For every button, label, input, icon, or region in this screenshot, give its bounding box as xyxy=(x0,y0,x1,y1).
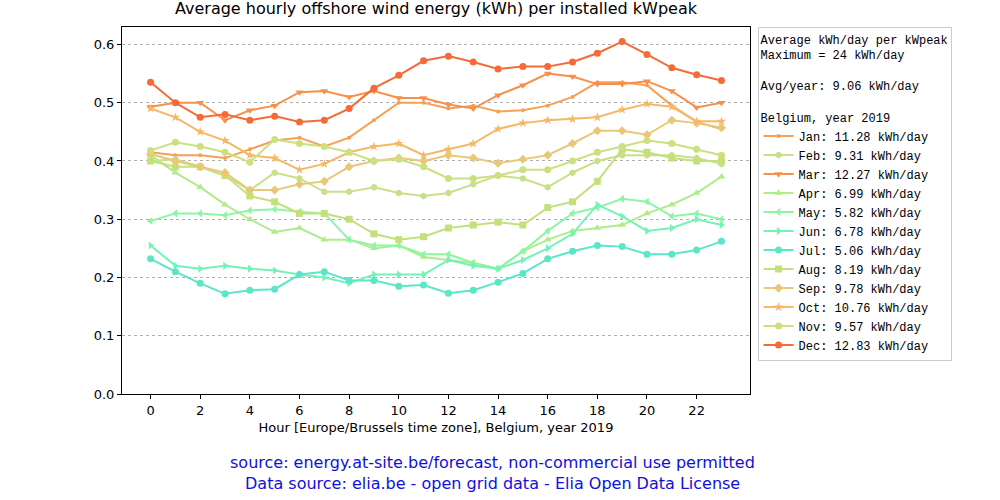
svg-text:22: 22 xyxy=(688,403,705,418)
svg-text:May: 5.82 kWh/day: May: 5.82 kWh/day xyxy=(799,207,921,221)
svg-text:Data source: elia.be - open gr: Data source: elia.be - open grid data - … xyxy=(245,474,740,493)
svg-text:10: 10 xyxy=(390,403,407,418)
svg-text:Feb: 9.31 kWh/day: Feb: 9.31 kWh/day xyxy=(799,150,921,164)
svg-text:0.1: 0.1 xyxy=(94,328,115,343)
svg-text:Nov: 9.57 kWh/day: Nov: 9.57 kWh/day xyxy=(799,321,921,335)
svg-text:Average kWh/day per kWpeakMaxi: Average kWh/day per kWpeakMaximum = 24 k… xyxy=(761,34,948,126)
svg-text:12: 12 xyxy=(440,403,457,418)
svg-text:Average hourly offshore wind e: Average hourly offshore wind energy (kWh… xyxy=(175,0,698,18)
svg-text:0.6: 0.6 xyxy=(94,37,115,52)
svg-text:source: energy.at-site.be/fore: source: energy.at-site.be/forecast, non-… xyxy=(230,453,755,472)
svg-text:Jun: 6.78 kWh/day: Jun: 6.78 kWh/day xyxy=(799,226,921,240)
svg-text:Aug: 8.19 kWh/day: Aug: 8.19 kWh/day xyxy=(799,264,921,278)
svg-text:Jul: 5.06 kWh/day: Jul: 5.06 kWh/day xyxy=(799,245,921,259)
svg-text:Hour [Europe/Brussels time zon: Hour [Europe/Brussels time zone], Belgiu… xyxy=(259,420,614,435)
svg-text:18: 18 xyxy=(589,403,606,418)
svg-text:Apr: 6.99 kWh/day: Apr: 6.99 kWh/day xyxy=(799,188,921,202)
svg-text:0.5: 0.5 xyxy=(94,95,115,110)
svg-text:6: 6 xyxy=(295,403,303,418)
svg-text:0.3: 0.3 xyxy=(94,212,115,227)
svg-text:Jan: 11.28 kWh/day: Jan: 11.28 kWh/day xyxy=(799,131,929,145)
svg-text:Sep: 9.78 kWh/day: Sep: 9.78 kWh/day xyxy=(799,283,921,297)
svg-text:Oct: 10.76 kWh/day: Oct: 10.76 kWh/day xyxy=(799,302,929,316)
svg-text:Mar: 12.27 kWh/day: Mar: 12.27 kWh/day xyxy=(799,169,929,183)
svg-text:0.4: 0.4 xyxy=(94,154,115,169)
svg-text:0: 0 xyxy=(146,403,154,418)
svg-text:2: 2 xyxy=(196,403,204,418)
svg-text:8: 8 xyxy=(345,403,353,418)
svg-text:Dec: 12.83 kWh/day: Dec: 12.83 kWh/day xyxy=(799,340,929,354)
svg-text:16: 16 xyxy=(539,403,556,418)
svg-text:0.2: 0.2 xyxy=(94,270,115,285)
svg-text:0.0: 0.0 xyxy=(94,387,115,402)
svg-text:4: 4 xyxy=(246,403,254,418)
svg-text:20: 20 xyxy=(639,403,656,418)
svg-text:14: 14 xyxy=(490,403,507,418)
